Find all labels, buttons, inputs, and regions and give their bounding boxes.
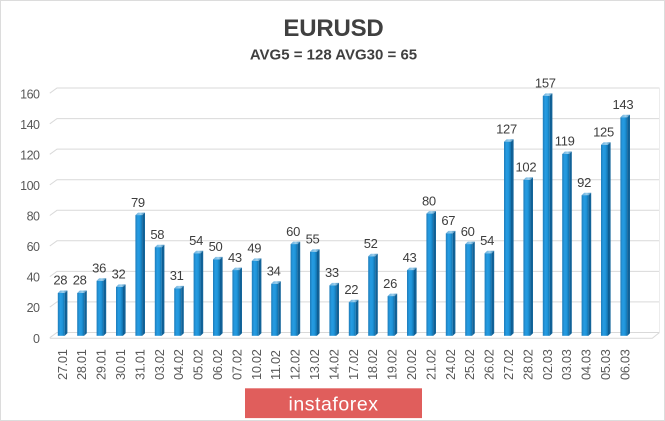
svg-text:49: 49 <box>247 241 261 256</box>
svg-text:05.02: 05.02 <box>191 349 206 380</box>
svg-text:instaforex: instaforex <box>288 394 378 416</box>
svg-text:160: 160 <box>20 87 40 101</box>
svg-text:100: 100 <box>20 179 40 193</box>
svg-text:03.02: 03.02 <box>152 349 167 380</box>
svg-text:36: 36 <box>92 261 106 276</box>
svg-text:25.02: 25.02 <box>462 349 477 380</box>
svg-text:20.02: 20.02 <box>404 349 419 380</box>
svg-text:127: 127 <box>496 121 517 136</box>
svg-text:AVG5 = 128 AVG30 = 65: AVG5 = 128 AVG30 = 65 <box>250 47 417 64</box>
svg-text:50: 50 <box>209 239 223 254</box>
svg-text:03.03: 03.03 <box>559 349 574 380</box>
svg-text:79: 79 <box>131 195 145 210</box>
svg-text:58: 58 <box>150 227 164 242</box>
svg-text:60: 60 <box>461 224 475 239</box>
svg-text:32: 32 <box>112 267 126 282</box>
svg-text:52: 52 <box>364 236 378 251</box>
svg-text:22: 22 <box>344 282 358 297</box>
svg-text:54: 54 <box>480 233 494 248</box>
svg-text:19.02: 19.02 <box>385 349 400 380</box>
svg-text:119: 119 <box>555 134 575 149</box>
svg-text:0: 0 <box>33 332 40 346</box>
svg-text:02.03: 02.03 <box>540 349 555 380</box>
svg-text:30.01: 30.01 <box>113 349 128 380</box>
svg-text:43: 43 <box>403 250 417 265</box>
svg-text:07.02: 07.02 <box>229 349 244 380</box>
svg-text:04.02: 04.02 <box>171 349 186 380</box>
svg-text:20: 20 <box>27 301 40 315</box>
svg-text:34: 34 <box>267 264 281 279</box>
svg-text:21.02: 21.02 <box>423 349 438 380</box>
svg-text:55: 55 <box>306 232 320 247</box>
svg-text:EURUSD: EURUSD <box>283 15 383 42</box>
svg-text:24.02: 24.02 <box>443 349 458 380</box>
svg-text:26.02: 26.02 <box>482 349 497 380</box>
svg-text:43: 43 <box>228 250 242 265</box>
svg-text:92: 92 <box>577 175 591 190</box>
svg-text:12.02: 12.02 <box>288 349 303 380</box>
svg-text:40: 40 <box>27 271 40 285</box>
svg-text:60: 60 <box>27 240 40 254</box>
svg-text:102: 102 <box>516 160 537 175</box>
svg-text:10.02: 10.02 <box>249 349 264 380</box>
svg-text:54: 54 <box>189 233 203 248</box>
svg-text:120: 120 <box>20 148 40 162</box>
svg-text:06.03: 06.03 <box>617 349 632 380</box>
svg-text:27.01: 27.01 <box>55 349 70 380</box>
svg-text:26: 26 <box>383 276 397 291</box>
svg-text:60: 60 <box>286 224 300 239</box>
svg-text:06.02: 06.02 <box>210 349 225 380</box>
svg-text:28.02: 28.02 <box>520 349 535 380</box>
svg-text:29.01: 29.01 <box>94 349 109 380</box>
svg-text:11.02: 11.02 <box>268 350 283 380</box>
svg-text:17.02: 17.02 <box>346 349 361 380</box>
svg-text:67: 67 <box>441 213 455 228</box>
svg-text:140: 140 <box>20 118 40 132</box>
svg-text:04.03: 04.03 <box>579 349 594 380</box>
svg-text:31: 31 <box>170 268 184 283</box>
svg-text:13.02: 13.02 <box>307 349 322 380</box>
svg-text:28: 28 <box>73 273 87 288</box>
svg-text:05.03: 05.03 <box>598 349 613 380</box>
svg-text:27.02: 27.02 <box>501 349 516 380</box>
svg-text:125: 125 <box>593 125 614 140</box>
svg-text:80: 80 <box>27 210 40 224</box>
svg-text:28.01: 28.01 <box>74 349 89 380</box>
svg-text:33: 33 <box>325 265 339 280</box>
svg-text:157: 157 <box>535 76 556 91</box>
svg-text:28: 28 <box>53 273 67 288</box>
svg-text:18.02: 18.02 <box>365 349 380 380</box>
svg-text:143: 143 <box>613 97 634 112</box>
svg-text:14.02: 14.02 <box>326 349 341 380</box>
svg-text:31.01: 31.01 <box>132 349 147 380</box>
svg-text:80: 80 <box>422 193 436 208</box>
